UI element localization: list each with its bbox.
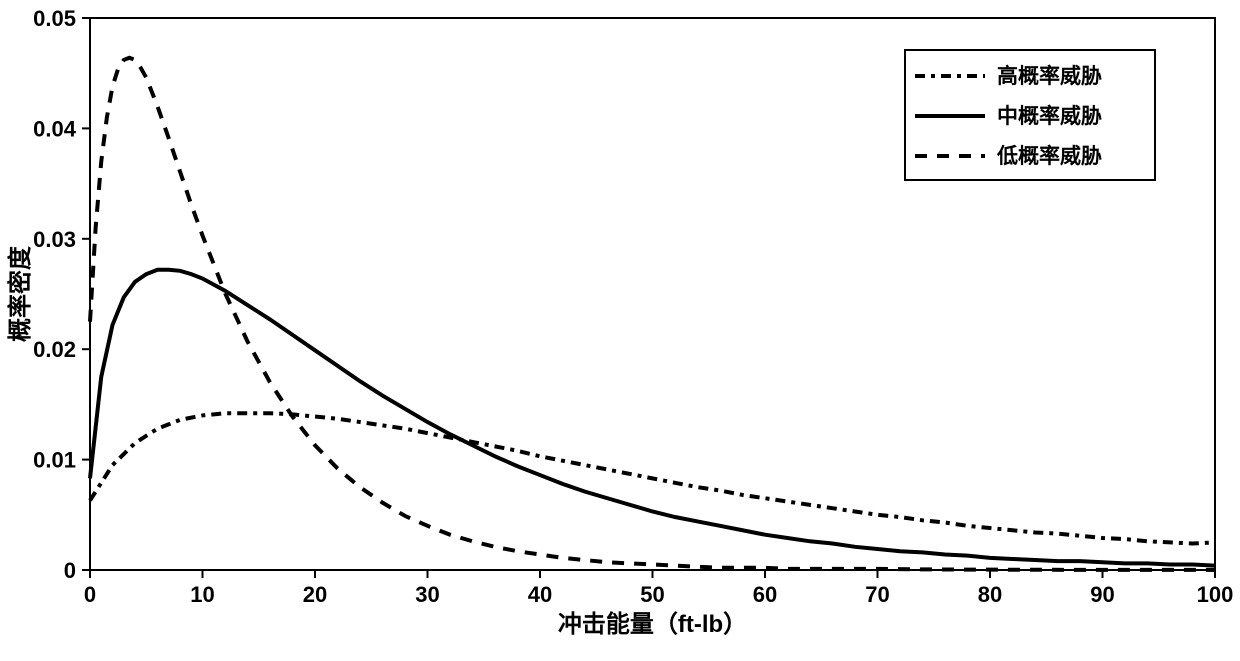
chart-container: 0 10 20 30 40 50 60 70 80 90 100 0 0.01 0.02 0.03 0.04 0… [0,0,1240,661]
x-tick-label: 30 [415,582,439,607]
x-tick-label: 100 [1197,582,1234,607]
x-tick-label: 0 [84,582,96,607]
x-tick-label: 20 [303,582,327,607]
y-tick-label: 0 [64,558,76,583]
y-tick-label: 0.01 [33,448,76,473]
y-tick-label: 0.03 [33,227,76,252]
series-high [90,413,1215,543]
series-medium [90,270,1215,566]
legend-label-medium: 中概率威胁 [997,104,1102,128]
x-tick-label: 40 [528,582,552,607]
x-tick-label: 90 [1090,582,1114,607]
y-tick-label: 0.02 [33,337,76,362]
y-tick-label: 0.05 [33,6,76,31]
plot-border [90,18,1215,570]
legend-label-low: 低概率威胁 [996,144,1102,168]
y-axis-label: 概率密度 [6,245,34,342]
x-tick-label: 60 [753,582,777,607]
x-axis-label: 冲击能量（ft-lb） [558,610,747,638]
x-tick-label: 70 [865,582,889,607]
x-tick-label: 50 [640,582,664,607]
legend-label-high: 高概率威胁 [997,64,1102,88]
probability-density-chart: 0 10 20 30 40 50 60 70 80 90 100 0 0.01 0.02 0.03 0.04 0… [0,0,1240,661]
x-tick-label: 80 [978,582,1002,607]
x-tick-label: 10 [190,582,214,607]
y-tick-label: 0.04 [33,116,77,141]
